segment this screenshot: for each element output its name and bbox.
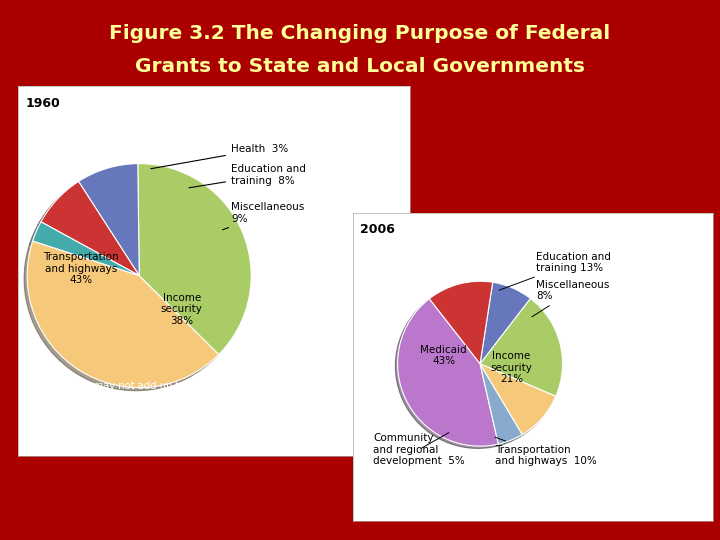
Wedge shape [78,164,139,275]
Text: 2006: 2006 [360,222,395,235]
Wedge shape [429,281,492,364]
Text: Miscellaneous
8%: Miscellaneous 8% [532,280,610,317]
Wedge shape [480,282,531,364]
Wedge shape [32,222,139,275]
Text: Transportation
and highways
43%: Transportation and highways 43% [43,252,119,286]
Text: Budget of the U.S.
Government, Fiscal Year 2007,: Budget of the U.S. Government, Fiscal Ye… [81,416,235,437]
Text: Grants to State and Local Governments: Grants to State and Local Governments [135,57,585,76]
Wedge shape [480,299,562,396]
Text: Miscellaneous
9%: Miscellaneous 9% [222,202,305,230]
Text: Health  3%: Health 3% [151,144,288,168]
Text: Education and
training 13%: Education and training 13% [499,252,611,290]
Wedge shape [397,299,498,446]
Text: table 12.1.: table 12.1. [29,434,83,444]
Wedge shape [41,181,139,275]
Text: Figure 3.2 The Changing Purpose of Federal: Figure 3.2 The Changing Purpose of Feder… [109,24,611,43]
Text: Education and
training  8%: Education and training 8% [189,164,306,188]
Wedge shape [138,164,251,354]
Text: 1960: 1960 [26,98,60,111]
Wedge shape [27,241,219,388]
Text: Note:  Totals may not add up to
100 percent because of rounding.
Source:: Note: Totals may not add up to 100 perce… [29,381,197,414]
Wedge shape [480,364,522,444]
Text: Community
and regional
development  5%: Community and regional development 5% [373,433,464,467]
Text: Transportation
and highways  10%: Transportation and highways 10% [495,437,597,467]
Text: Medicaid
43%: Medicaid 43% [420,345,467,366]
Text: Income
security
21%: Income security 21% [490,351,532,384]
Text: Income
security
38%: Income security 38% [161,293,203,326]
Wedge shape [480,364,556,435]
